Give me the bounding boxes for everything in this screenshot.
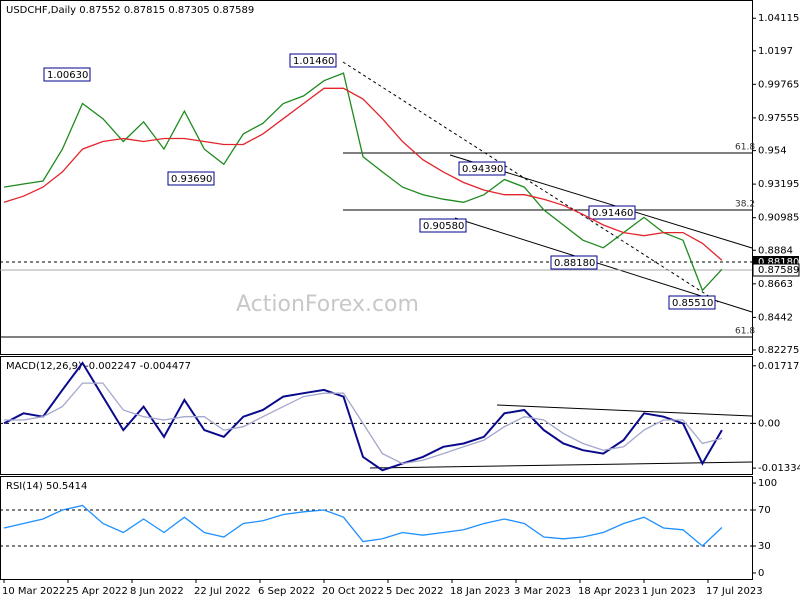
annotation: 0.91460 (592, 208, 633, 219)
panel-title: MACD(12,26,9) -0.002247 -0.004477 (6, 361, 191, 372)
x-tick-label: 18 Apr 2023 (578, 586, 640, 597)
y-tick-label: -0.01334 (758, 463, 800, 474)
series-line (3, 87, 723, 261)
panel-title: RSI(14) 50.5414 (6, 481, 87, 492)
x-tick-label: 20 Oct 2022 (322, 586, 384, 597)
fib-label: 61.8 (735, 327, 755, 337)
fib-label: 38.2 (735, 200, 755, 210)
series-line (4, 382, 723, 465)
trendline (342, 61, 719, 303)
annotation-box (458, 161, 506, 176)
y-tick-label: 0.93195 (758, 179, 799, 190)
y-tick-label: 0.954 (758, 146, 787, 157)
rsi-panel (0, 476, 753, 580)
trendline (496, 404, 753, 417)
annotation-box (289, 53, 337, 68)
y-tick-label: 0.8884 (758, 245, 793, 256)
annotation: 0.85510 (672, 298, 713, 309)
x-tick-label: 18 Jan 2023 (450, 586, 510, 597)
x-tick-label: 1 Jun 2023 (642, 586, 696, 597)
watermark: ActionForex.com (236, 292, 419, 317)
series-line (3, 504, 723, 547)
y-tick-label: 0.99765 (758, 79, 799, 90)
series-line (3, 361, 723, 472)
annotation: 1.01460 (293, 56, 334, 67)
annotation-box (419, 218, 467, 233)
y-tick-label: 0 (758, 568, 764, 579)
trendline (369, 461, 753, 469)
y-tick-label: 100 (758, 478, 777, 489)
price-tag-label: 0.88180 (758, 257, 799, 268)
x-tick-label: 17 Jul 2023 (706, 586, 763, 597)
y-tick-label: 0.8663 (758, 279, 793, 290)
annotation: 1.00630 (47, 70, 88, 81)
annotation-box (550, 255, 598, 270)
y-tick-label: 1.04115 (758, 13, 799, 24)
y-tick-label: 30 (758, 541, 771, 552)
x-tick-label: 25 Apr 2022 (66, 586, 128, 597)
y-tick-label: 0.8442 (758, 312, 793, 323)
series-line (3, 72, 723, 292)
y-tick-label: 0.82275 (758, 345, 799, 356)
annotation: 0.94390 (462, 164, 503, 175)
chart-title: USDCHF,Daily 0.87552 0.87815 0.87305 0.8… (6, 5, 254, 16)
x-tick-label: 5 Dec 2022 (386, 586, 444, 597)
macd-panel (0, 356, 753, 475)
annotations: 1.00630 0.93690 1.01460 0.94390 0.90580 … (43, 53, 800, 310)
x-tick-label: 6 Sep 2022 (258, 586, 315, 597)
fib-label: 61.8 (735, 143, 755, 153)
annotation-box (588, 205, 636, 220)
x-tick-label: 8 Jun 2022 (130, 586, 184, 597)
y-tick-label: 0.00 (758, 418, 780, 429)
price-tag (752, 263, 800, 277)
y-tick-label: 70 (758, 505, 771, 516)
annotation: 0.90580 (423, 221, 464, 232)
trendlines (0, 61, 753, 469)
y-tick-label: 1.0197 (758, 46, 793, 57)
y-tick-label: 0.90985 (758, 213, 799, 224)
x-tick-label: 10 Mar 2022 (2, 586, 65, 597)
y-tick-label: 0.97555 (758, 113, 799, 124)
price-tag-label: 0.87589 (758, 265, 799, 276)
main-panel (0, 0, 753, 355)
x-tick-label: 3 Mar 2023 (514, 586, 571, 597)
annotation-box (167, 171, 215, 186)
x-tick-label: 22 Jul 2022 (194, 586, 251, 597)
y-tick-label: 0.017176 (758, 361, 800, 372)
annotation-box (43, 67, 91, 82)
annotation: 0.88180 (554, 258, 595, 269)
annotation: 0.93690 (171, 174, 212, 185)
annotation-box (668, 295, 716, 310)
